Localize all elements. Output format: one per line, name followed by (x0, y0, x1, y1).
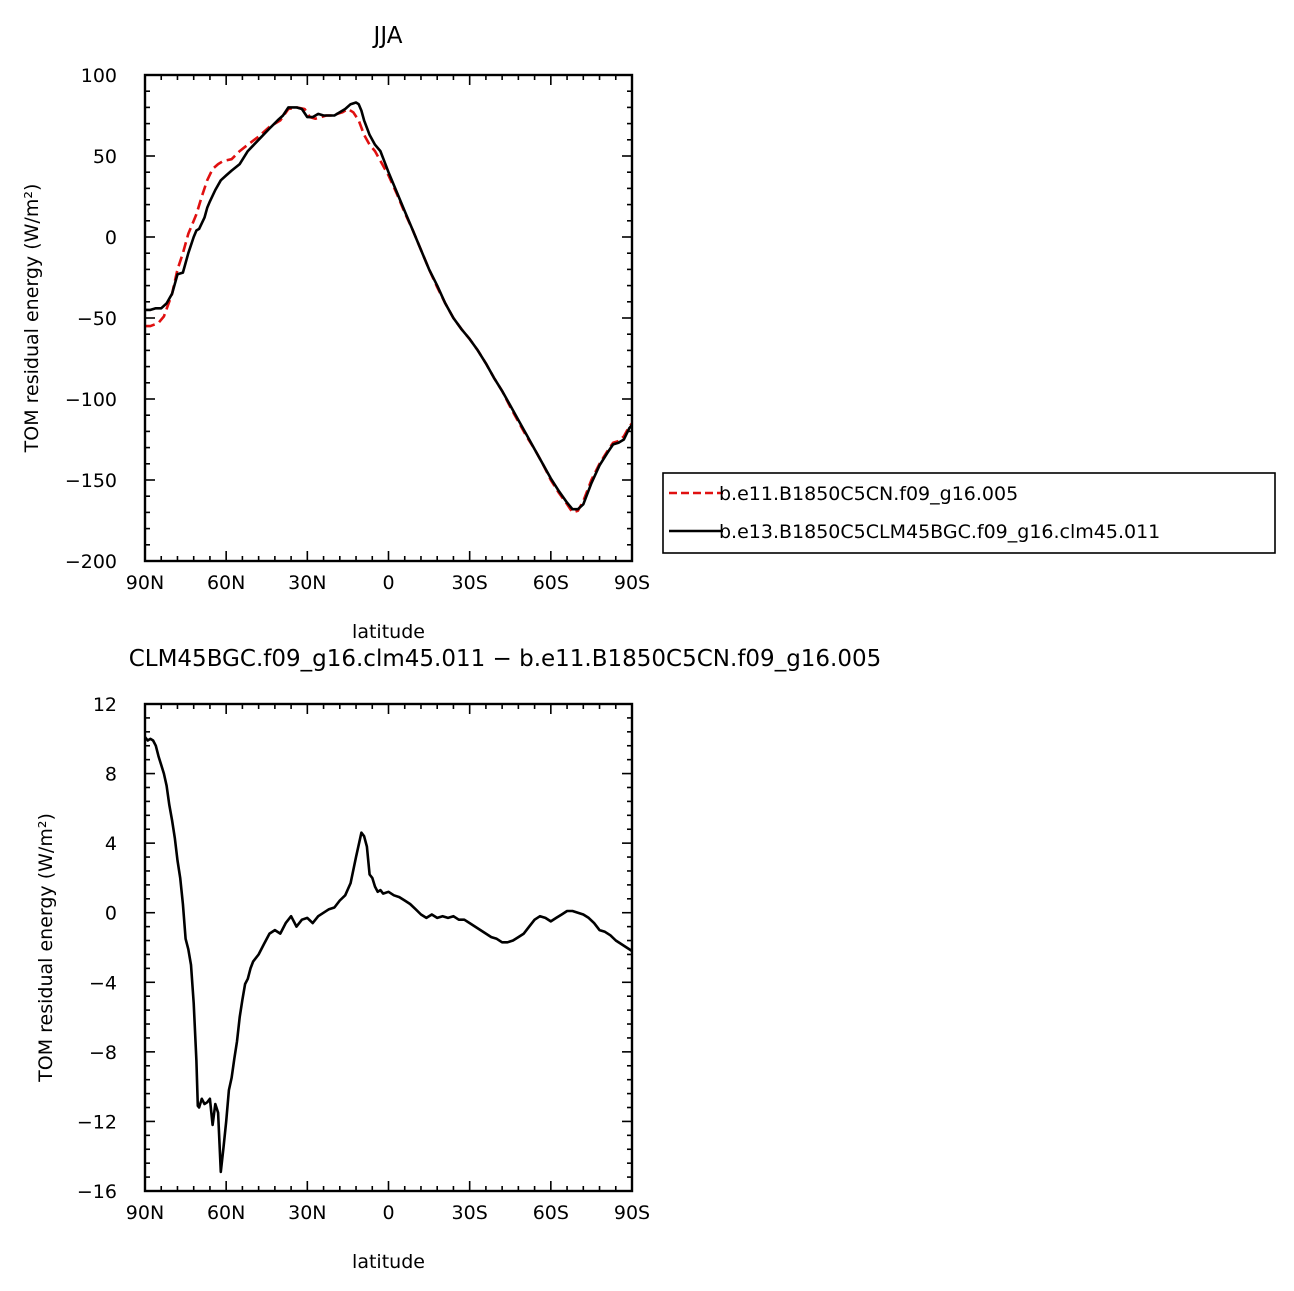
y-tick-label: 0 (105, 227, 117, 249)
y-tick-label: −100 (65, 389, 117, 411)
series-line-1 (145, 106, 633, 514)
plot-frame (143, 73, 634, 563)
x-tick-label: 0 (382, 572, 394, 594)
y-tick-label: −8 (89, 1042, 117, 1064)
x-tick-label: 30S (452, 572, 488, 594)
y-tick-label: 8 (105, 764, 117, 786)
x-tick-label: 60N (207, 1202, 245, 1224)
y-tick-label: 4 (105, 833, 117, 855)
series-line-2 (145, 101, 634, 511)
x-axis-label: latitude (352, 1251, 425, 1273)
y-axis-label: TOM residual energy (W/m²) (35, 813, 57, 1083)
plot-area: 90N 60N 30N 0 30S 60S 90S 12 8 4 0 −4 −8 −12 −16 (77, 694, 650, 1224)
y-tick-label: 100 (81, 65, 117, 87)
y-tick-label: −150 (65, 470, 117, 492)
x-tick-label: 60S (533, 1202, 569, 1224)
x-tick-label: 90S (614, 1202, 650, 1224)
y-tick-label: −12 (77, 1111, 117, 1133)
x-tick-label: 30N (288, 572, 326, 594)
y-tick-label: 12 (93, 694, 117, 716)
legend-label-2: b.e13.B1850C5CLM45BGC.f09_g16.clm45.011 (719, 521, 1160, 543)
x-tick-label: 30N (288, 1202, 326, 1224)
series-line-1 (143, 736, 633, 1174)
y-tick-label: −200 (65, 551, 117, 573)
y-tick-label: 0 (105, 903, 117, 925)
y-tick-label: −50 (77, 308, 117, 330)
legend: b.e11.B1850C5CN.f09_g16.005 b.e13.B1850C5… (662, 472, 1276, 554)
y-axis-label: TOM residual energy (W/m²) (21, 184, 43, 454)
y-tick-label: −16 (77, 1181, 117, 1203)
panel-jja: JJA 90N 60N 30N 0 30S 60S 90S 100 50 0 −50 −100 −150… (21, 23, 650, 643)
x-tick-label: 0 (382, 1202, 394, 1224)
x-tick-label: 90N (126, 572, 164, 594)
x-tick-label: 60N (207, 572, 245, 594)
plot-area: 90N 60N 30N 0 30S 60S 90S 100 50 0 −50 −100 −150 −200 (65, 65, 650, 594)
x-tick-label: 60S (533, 572, 569, 594)
y-tick-label: 50 (93, 146, 117, 168)
panel-difference: CLM45BGC.f09_g16.clm45.011 − b.e11.B1850… (35, 646, 881, 1273)
legend-box (662, 472, 1276, 554)
x-tick-label: 90N (126, 1202, 164, 1224)
legend-label-1: b.e11.B1850C5CN.f09_g16.005 (719, 483, 1018, 505)
y-tick-label: −4 (89, 972, 117, 994)
x-tick-label: 30S (452, 1202, 488, 1224)
x-axis-label: latitude (352, 621, 425, 643)
chart-title: JJA (372, 23, 403, 49)
x-tick-label: 90S (614, 572, 650, 594)
chart-title: CLM45BGC.f09_g16.clm45.011 − b.e11.B1850… (129, 646, 882, 672)
